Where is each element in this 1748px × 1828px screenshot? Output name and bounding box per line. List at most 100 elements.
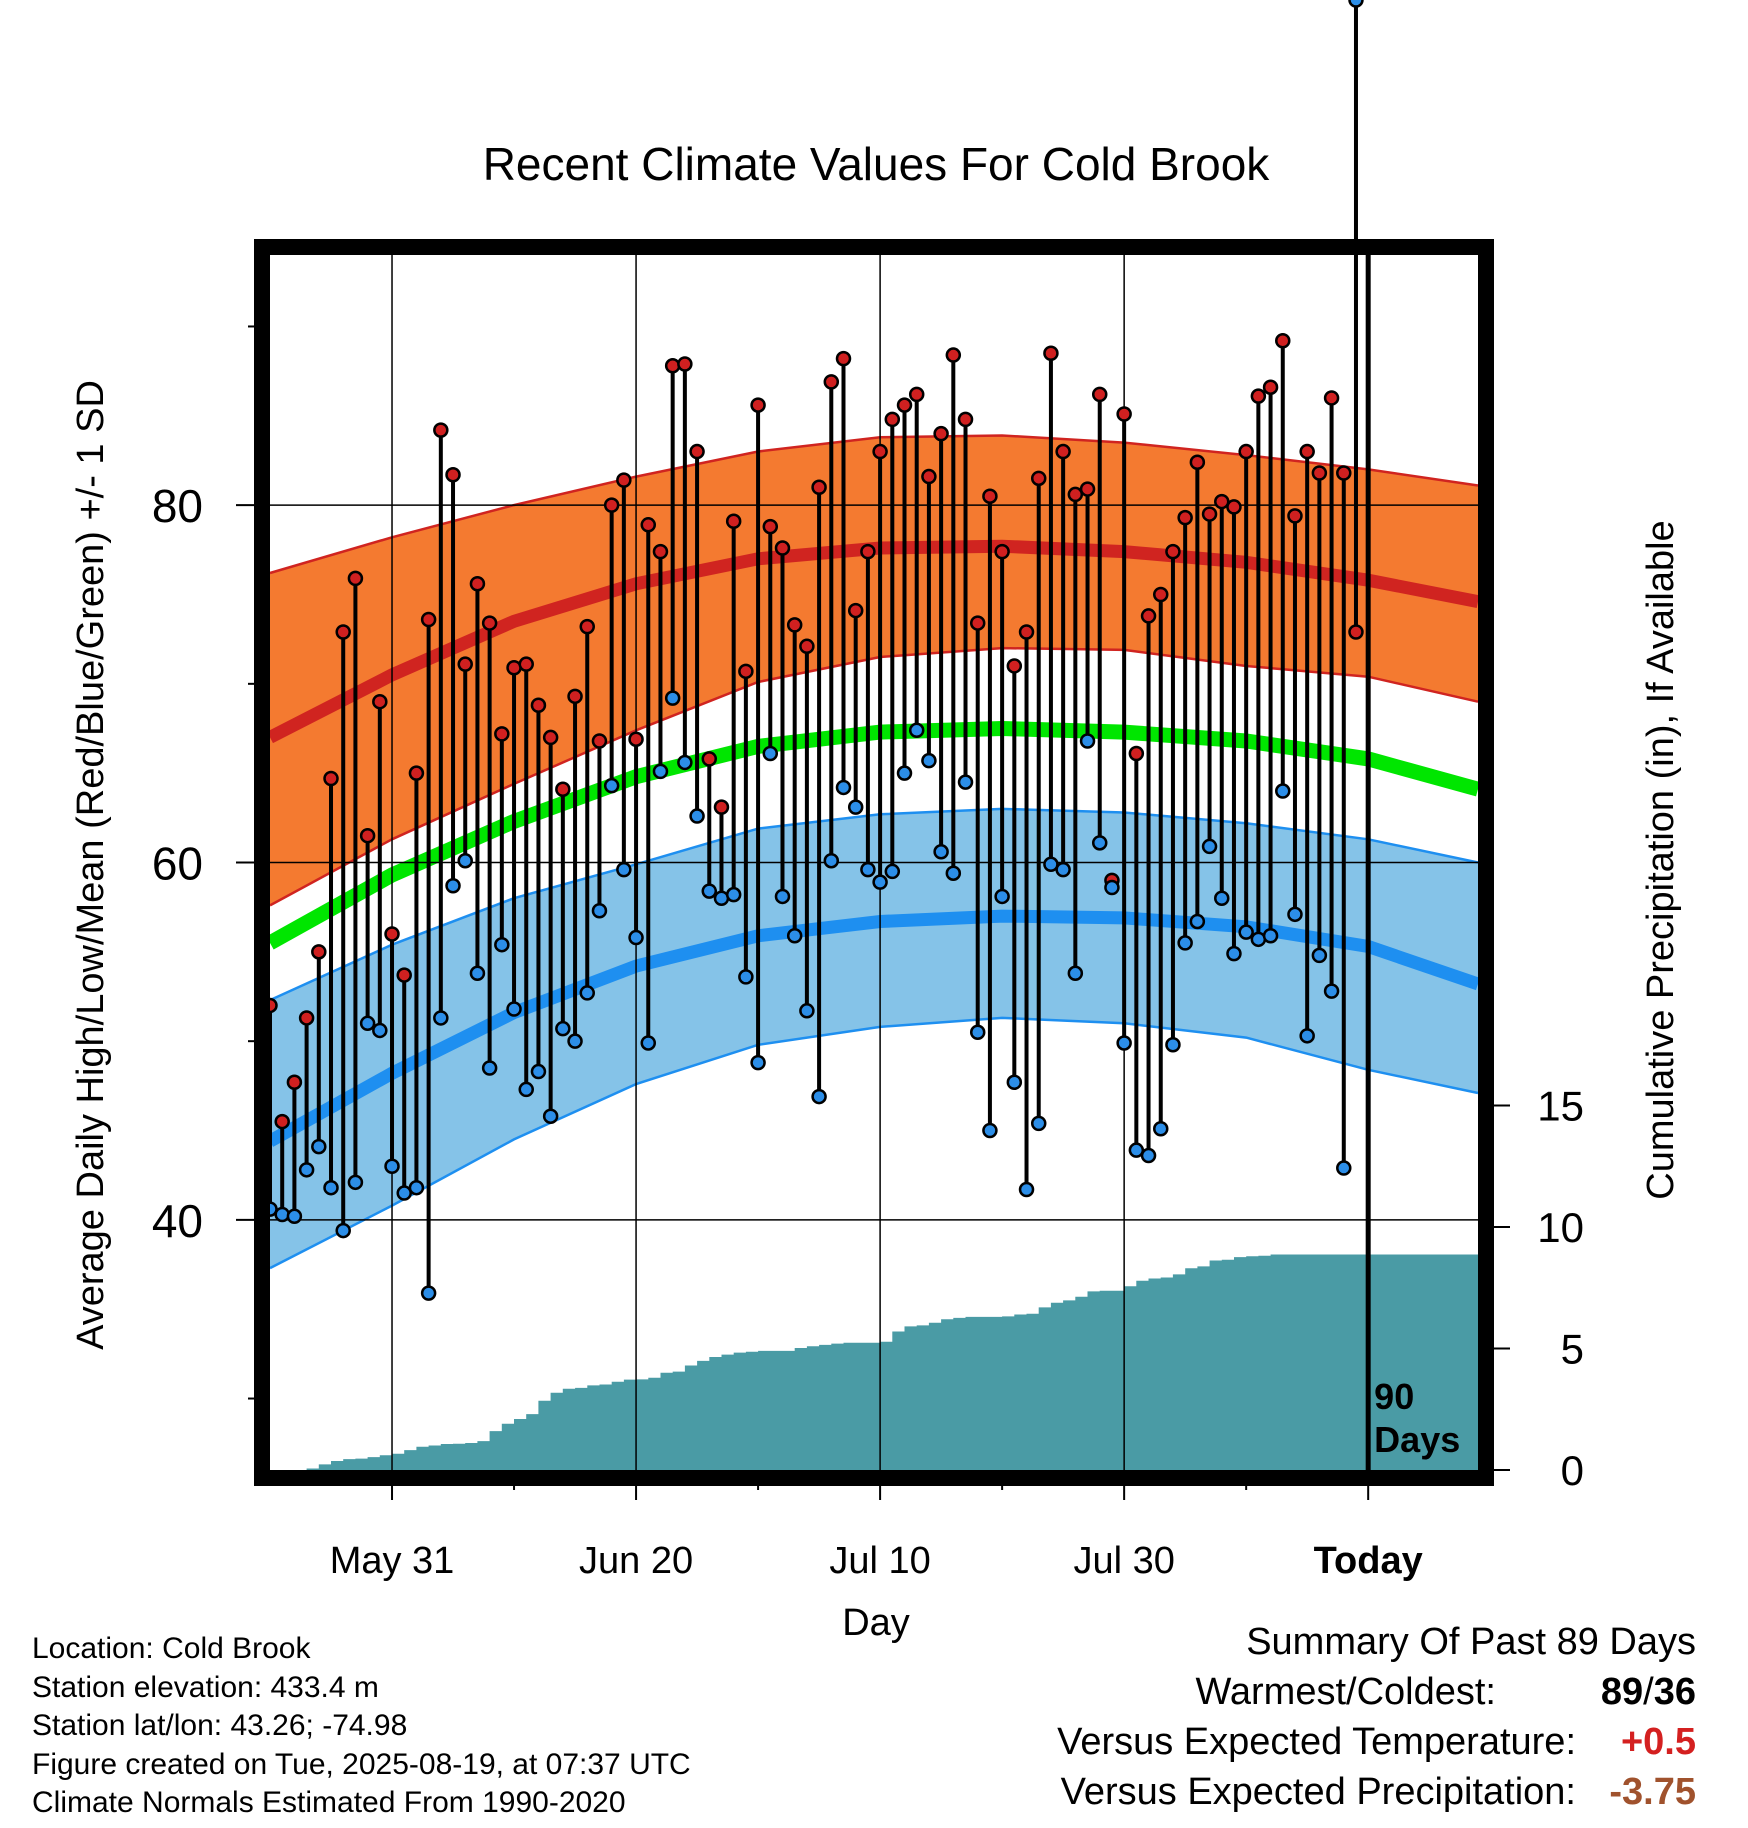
low-point bbox=[1030, 1115, 1047, 1132]
low-point bbox=[835, 779, 852, 796]
high-point bbox=[591, 733, 608, 749]
high-point bbox=[1055, 443, 1071, 460]
y2-tick-label-5: 5 bbox=[1561, 1326, 1584, 1373]
station-info: Location: Cold Brook Station elevation: … bbox=[32, 1630, 691, 1823]
high-point bbox=[311, 944, 327, 960]
x-tick-label-90: Today bbox=[1314, 1540, 1423, 1582]
summary-panel: Summary Of Past 89 Days Warmest/Coldest:… bbox=[796, 1617, 1696, 1817]
high-point bbox=[616, 472, 632, 488]
high-point bbox=[1336, 465, 1352, 481]
low-point bbox=[1311, 947, 1328, 964]
low-point bbox=[1262, 928, 1279, 944]
high-point bbox=[969, 615, 986, 631]
low-point bbox=[896, 765, 913, 781]
high-point bbox=[457, 656, 473, 672]
low-point bbox=[286, 1208, 303, 1225]
latlon-text: Station lat/lon: 43.26; -74.98 bbox=[32, 1709, 408, 1742]
high-point bbox=[1067, 486, 1084, 503]
low-point bbox=[445, 877, 461, 894]
high-point bbox=[286, 1074, 303, 1091]
low-point bbox=[921, 752, 937, 769]
normals-text: Climate Normals Estimated From 1990-2020 bbox=[32, 1786, 626, 1819]
high-point bbox=[884, 411, 901, 428]
high-point bbox=[835, 350, 852, 367]
high-point bbox=[872, 443, 888, 460]
high-point bbox=[689, 443, 705, 460]
high-point bbox=[811, 479, 827, 496]
low-point bbox=[1299, 1028, 1315, 1044]
low-point bbox=[664, 690, 681, 706]
low-point bbox=[1165, 1037, 1181, 1053]
high-point bbox=[1201, 506, 1218, 522]
y-axis-label: Average Daily High/Low/Mean (Red/Blue/Gr… bbox=[70, 380, 112, 1350]
y2-tick-label-10: 10 bbox=[1537, 1204, 1584, 1251]
low-point bbox=[640, 1035, 657, 1051]
low-point bbox=[518, 1081, 534, 1098]
high-point bbox=[372, 693, 388, 710]
low-point bbox=[908, 722, 925, 739]
low-point bbox=[1116, 1035, 1132, 1051]
high-point bbox=[1214, 493, 1230, 510]
x-tick-label-10: May 31 bbox=[330, 1540, 455, 1582]
low-point bbox=[274, 1206, 290, 1223]
low-point bbox=[860, 861, 876, 878]
low-point bbox=[1079, 733, 1096, 749]
low-point bbox=[957, 774, 974, 790]
low-point bbox=[616, 861, 632, 878]
precip-value: -3.75 bbox=[1609, 1771, 1696, 1813]
low-point bbox=[603, 777, 620, 794]
low-point bbox=[847, 799, 864, 815]
low-point bbox=[628, 929, 644, 946]
high-point bbox=[774, 540, 791, 556]
high-point bbox=[786, 617, 803, 633]
today-days-label: Days bbox=[1374, 1419, 1460, 1460]
high-point bbox=[274, 1113, 290, 1130]
high-point bbox=[701, 751, 718, 767]
high-point bbox=[847, 602, 864, 619]
low-point bbox=[750, 1054, 766, 1071]
x-tick-label-70: Jul 30 bbox=[1073, 1540, 1174, 1582]
low-point bbox=[311, 1138, 327, 1155]
high-point bbox=[1348, 624, 1364, 640]
high-point bbox=[860, 543, 876, 560]
low-point bbox=[1067, 965, 1084, 982]
high-point bbox=[823, 374, 840, 390]
high-point bbox=[1311, 465, 1328, 481]
low-point bbox=[1336, 1160, 1352, 1176]
high-point bbox=[1323, 390, 1340, 406]
low-point bbox=[347, 1174, 364, 1191]
low-point bbox=[372, 1022, 388, 1039]
high-point bbox=[396, 967, 412, 983]
high-point bbox=[1250, 388, 1267, 404]
high-point bbox=[555, 781, 571, 797]
low-point bbox=[677, 754, 693, 771]
high-point bbox=[664, 358, 681, 374]
x-axis-label: Day bbox=[842, 1602, 910, 1644]
high-point bbox=[1140, 608, 1157, 624]
high-point bbox=[713, 799, 730, 815]
low-point bbox=[1128, 1142, 1145, 1158]
low-point bbox=[384, 1158, 400, 1174]
low-point bbox=[494, 936, 510, 953]
low-point bbox=[811, 1088, 827, 1105]
high-point bbox=[1189, 454, 1206, 471]
low-point bbox=[481, 1060, 498, 1076]
low-point bbox=[689, 808, 705, 824]
low-point bbox=[1152, 1120, 1169, 1137]
high-point bbox=[567, 688, 583, 705]
low-point bbox=[1091, 835, 1108, 851]
low-point bbox=[530, 1063, 547, 1080]
temp-label: Versus Expected Temperature: bbox=[1057, 1721, 1576, 1763]
y-tick-label-40: 40 bbox=[152, 1195, 203, 1247]
low-point bbox=[359, 1015, 376, 1032]
high-point bbox=[542, 729, 559, 746]
high-point bbox=[481, 615, 498, 631]
high-point bbox=[921, 468, 937, 485]
high-point bbox=[1091, 386, 1108, 403]
high-point bbox=[335, 624, 351, 640]
low-point bbox=[652, 763, 669, 780]
low-point bbox=[1177, 935, 1193, 951]
low-point bbox=[872, 874, 888, 890]
low-point bbox=[555, 1020, 571, 1037]
